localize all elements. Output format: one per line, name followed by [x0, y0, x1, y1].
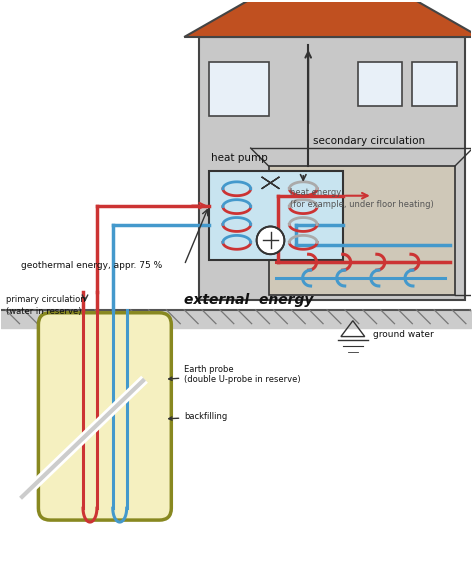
Text: secondary circulation: secondary circulation — [313, 136, 425, 146]
Text: geothermal energy, appr. 75 %: geothermal energy, appr. 75 % — [20, 261, 162, 270]
Bar — [412, 62, 457, 106]
Polygon shape — [184, 0, 474, 37]
Bar — [358, 62, 402, 106]
Text: ground water: ground water — [373, 330, 433, 339]
FancyBboxPatch shape — [38, 313, 171, 520]
Bar — [209, 62, 269, 116]
Text: heat energy
(for example, under floor heating): heat energy (for example, under floor he… — [291, 188, 434, 208]
Text: external  energy: external energy — [184, 293, 313, 307]
Text: heat pump: heat pump — [211, 153, 268, 163]
Text: Earth probe
(double U-probe in reserve): Earth probe (double U-probe in reserve) — [169, 365, 301, 384]
Circle shape — [256, 227, 284, 254]
Bar — [209, 171, 343, 260]
Bar — [199, 37, 465, 300]
Text: backfilling: backfilling — [169, 412, 228, 421]
Bar — [269, 166, 455, 295]
Polygon shape — [262, 183, 280, 189]
Polygon shape — [262, 177, 280, 183]
Text: primary circulation
(water in reserve): primary circulation (water in reserve) — [6, 295, 85, 316]
